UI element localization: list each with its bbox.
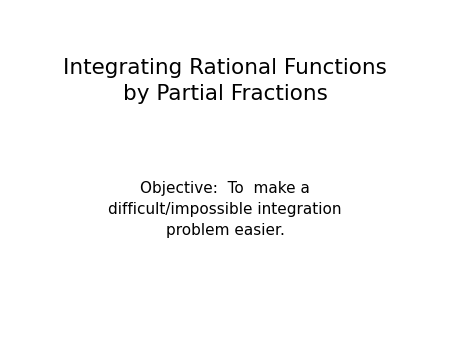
Text: Objective:  To  make a
difficult/impossible integration
problem easier.: Objective: To make a difficult/impossibl… bbox=[108, 181, 342, 238]
Text: Integrating Rational Functions
by Partial Fractions: Integrating Rational Functions by Partia… bbox=[63, 58, 387, 104]
